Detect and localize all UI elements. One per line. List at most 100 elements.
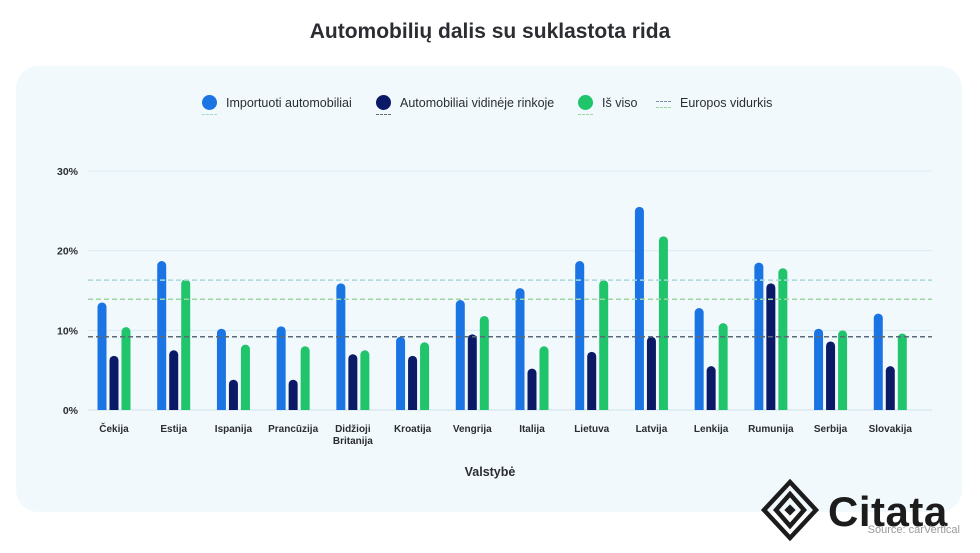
bar — [109, 355, 119, 410]
x-tick-label: Italija — [519, 424, 545, 435]
x-axis-title: Valstybė — [464, 465, 516, 479]
bar — [467, 334, 477, 410]
bar-base — [658, 406, 668, 410]
bar-base — [575, 406, 585, 410]
bar — [157, 261, 167, 410]
legend-dash-domestic — [376, 114, 391, 115]
x-tick-label: Ispanija — [215, 424, 253, 435]
bar-base — [157, 406, 167, 410]
bar-base — [240, 406, 250, 410]
bar-base — [276, 406, 286, 410]
citata-logo: Citata — [758, 478, 970, 548]
bar-base — [360, 406, 370, 410]
bar — [276, 326, 286, 410]
legend-dash-european-average-top — [656, 101, 671, 102]
bar-base — [718, 406, 728, 410]
bar — [634, 206, 644, 410]
legend-swatch-imported — [202, 95, 217, 110]
citata-logo-text: Citata — [828, 488, 948, 535]
bar — [778, 268, 788, 410]
bar — [479, 315, 489, 410]
bar-base — [754, 406, 764, 410]
bar-base — [420, 406, 430, 410]
bar — [515, 288, 525, 410]
x-tick-label: Estija — [160, 424, 187, 435]
legend-label-imported: Importuoti automobiliai — [226, 96, 352, 110]
bar-base — [599, 406, 609, 410]
bar — [838, 330, 848, 410]
bar-base — [97, 406, 107, 410]
bar-base — [778, 406, 788, 410]
x-tick-label: Lenkija — [694, 424, 729, 435]
bar — [766, 283, 776, 410]
bar — [348, 354, 358, 410]
bar — [181, 279, 191, 410]
x-tick-label: Rumunija — [748, 424, 794, 435]
bar — [121, 327, 131, 410]
bar-base — [396, 406, 406, 410]
bar — [455, 300, 465, 410]
bar — [826, 341, 836, 410]
bar-base — [479, 406, 489, 410]
bar — [706, 366, 716, 410]
bar-base — [694, 406, 704, 410]
x-tick-label: Latvija — [636, 424, 668, 435]
bar-base — [897, 406, 907, 410]
bar-base — [873, 406, 883, 410]
bar — [718, 323, 728, 410]
bar — [336, 283, 346, 410]
bar-base — [634, 406, 644, 410]
bar — [539, 346, 549, 410]
bar — [873, 313, 883, 410]
bar — [300, 346, 310, 410]
bar-base — [228, 406, 238, 410]
x-tick-label: Prancūzija — [268, 424, 318, 435]
x-tick-label: Britanija — [333, 436, 373, 447]
bar-base — [814, 406, 824, 410]
chart-title: Automobilių dalis su suklastota rida — [309, 20, 671, 43]
y-tick-label: 0% — [63, 405, 79, 417]
bar — [396, 336, 406, 410]
bar-base — [467, 406, 477, 410]
legend-swatch-total — [578, 95, 593, 110]
bar — [814, 328, 824, 410]
bar-base — [121, 406, 131, 410]
x-tick-label: Vengrija — [453, 424, 492, 435]
bar-base — [181, 406, 191, 410]
x-tick-label: Čekija — [99, 422, 129, 435]
bar — [527, 368, 537, 410]
bar — [885, 366, 895, 410]
bar-base — [766, 406, 776, 410]
bar — [599, 280, 609, 410]
legend: Importuoti automobiliai Automobiliai vid… — [0, 94, 980, 124]
bar-base — [539, 406, 549, 410]
chart-panel — [16, 66, 962, 512]
x-tick-label: Kroatija — [394, 424, 432, 435]
bar-base — [527, 406, 537, 410]
legend-label-european-average: Europos vidurkis — [680, 96, 773, 110]
bar-base — [408, 406, 418, 410]
bar — [216, 328, 226, 410]
y-tick-label: 20% — [57, 246, 79, 258]
bar-base — [300, 406, 310, 410]
bar — [228, 379, 238, 410]
bar-base — [646, 406, 656, 410]
bar-base — [587, 406, 597, 410]
bar — [408, 355, 418, 410]
bar-base — [336, 406, 346, 410]
bar-base — [216, 406, 226, 410]
bar — [360, 350, 370, 410]
bar — [587, 351, 597, 410]
bar — [240, 344, 250, 410]
legend-dash-imported — [202, 114, 217, 115]
y-tick-label: 10% — [57, 325, 79, 337]
bar — [897, 333, 907, 410]
bar-base — [838, 406, 848, 410]
bar-base — [288, 406, 298, 410]
x-tick-label: Serbija — [814, 424, 848, 435]
y-tick-label: 30% — [57, 166, 79, 178]
bar-base — [455, 406, 465, 410]
legend-dash-european-average-bottom — [656, 107, 671, 108]
x-tick-label: Slovakija — [869, 424, 913, 435]
x-tick-label: Didžioji — [335, 424, 371, 435]
